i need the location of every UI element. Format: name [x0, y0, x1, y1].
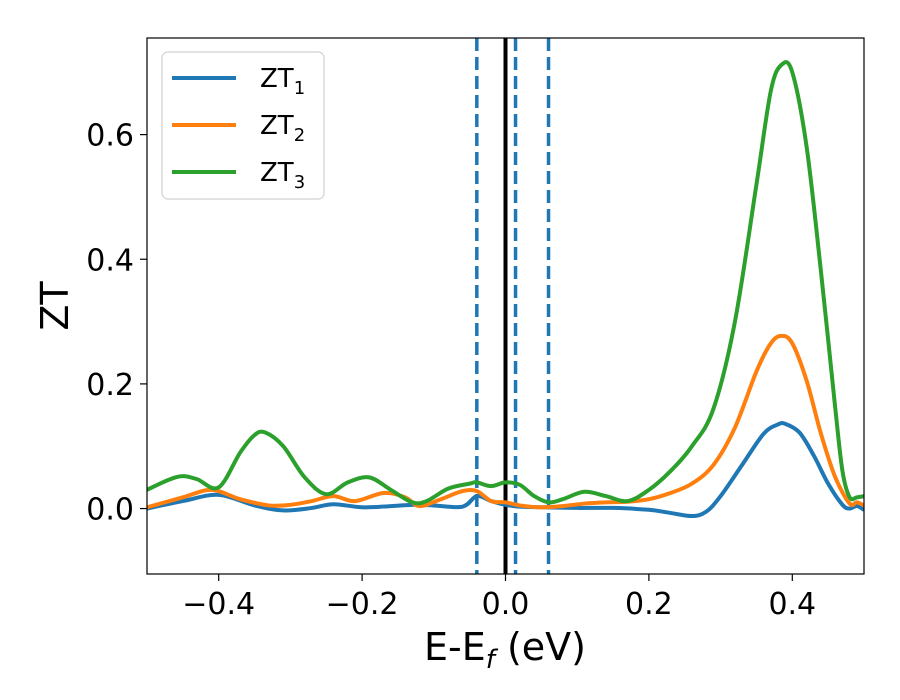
- y-tick-label: 0.6: [86, 119, 134, 154]
- series-line-zt2: [147, 333, 864, 510]
- legend-label-zt1: ZT1: [260, 64, 305, 99]
- y-axis-ticks: 0.0 0.2 0.4 0.6: [86, 119, 147, 528]
- legend-label-zt3: ZT3: [260, 158, 305, 193]
- x-tick-label: 0.2: [625, 587, 673, 622]
- x-tick-label: −0.4: [182, 587, 255, 622]
- x-tick-label: 0.4: [768, 587, 816, 622]
- series-line-zt1: [147, 420, 864, 519]
- x-tick-label: 0.0: [482, 587, 530, 622]
- y-tick-label: 0.2: [86, 368, 134, 403]
- x-axis-label: E-Ef (eV): [424, 625, 586, 675]
- legend-box: [161, 51, 325, 200]
- legend: ZT1 ZT2 ZT3: [161, 51, 325, 200]
- plot-area: [147, 38, 864, 574]
- series-line-zt3: [147, 60, 864, 506]
- y-tick-label: 0.4: [86, 243, 134, 278]
- series-lines: [147, 60, 864, 519]
- y-tick-label: 0.0: [86, 493, 134, 528]
- legend-label-zt2: ZT2: [260, 111, 305, 146]
- y-axis-label: ZT: [33, 281, 77, 331]
- reference-lines: [475, 38, 551, 574]
- x-tick-label: −0.2: [326, 587, 399, 622]
- x-axis-ticks: −0.4 −0.2 0.0 0.2 0.4: [182, 574, 816, 622]
